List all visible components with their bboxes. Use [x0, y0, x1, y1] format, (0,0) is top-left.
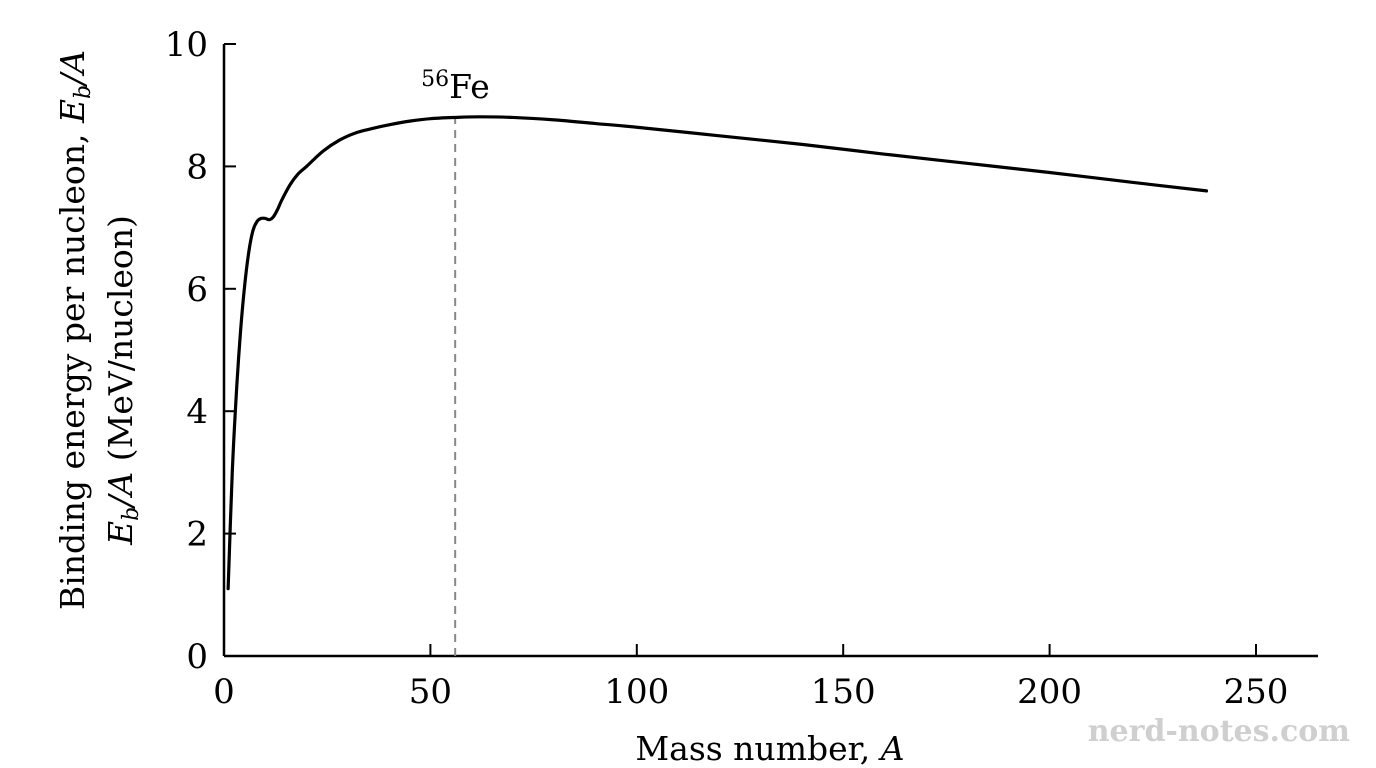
x-tick-label: 0 — [213, 672, 235, 712]
annotation-label: 56Fe — [421, 67, 490, 106]
y-tick-label: 10 — [165, 25, 208, 65]
y-tick-label: 4 — [186, 392, 208, 432]
axes — [222, 44, 1318, 658]
watermark: nerd-notes.com — [1088, 714, 1351, 749]
y-axis-label-line2: Eb/A (MeV/nucleon) — [101, 215, 144, 546]
y-tick-label: 8 — [186, 147, 208, 187]
annotation-label-superscript: 56 — [421, 67, 449, 92]
y-axis-ticks: 0 2 4 6 8 10 — [165, 25, 236, 677]
series-group — [226, 115, 1209, 591]
x-tick-label: 100 — [604, 672, 669, 712]
annotation-group: 56Fe — [421, 67, 490, 656]
x-tick-label: 150 — [811, 672, 876, 712]
y-tick-label: 2 — [186, 515, 208, 555]
x-axis-ticks: 0 50 100 150 200 250 — [213, 644, 1288, 712]
y-tick-label: 0 — [186, 637, 208, 677]
x-tick-label: 250 — [1224, 672, 1289, 712]
y-axis-label-line1: Binding energy per nucleon, Eb/A — [53, 50, 96, 610]
x-tick-label: 200 — [1017, 672, 1082, 712]
binding-energy-curve — [226, 115, 1209, 591]
x-tick-label: 50 — [409, 672, 452, 712]
y-tick-label: 6 — [186, 270, 208, 310]
annotation-label-main: Fe — [449, 67, 490, 106]
x-axis-label: Mass number, A — [635, 729, 904, 768]
